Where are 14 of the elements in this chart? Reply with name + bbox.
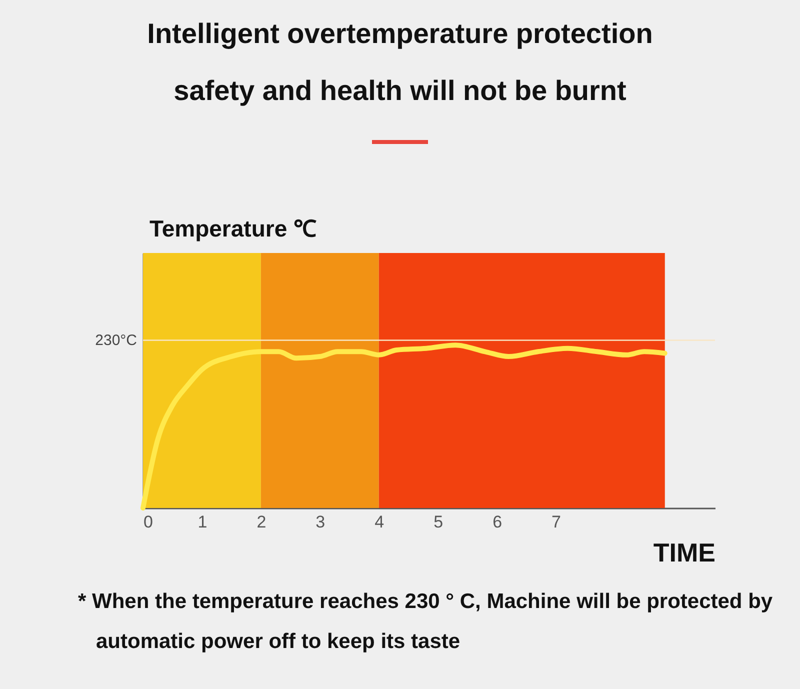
chart-title: Intelligent overtemperature protection bbox=[146, 18, 654, 50]
ref-line-label: 230°C bbox=[95, 332, 138, 350]
x-tick-label: 6 bbox=[492, 512, 502, 532]
x-tick-label: 4 bbox=[374, 512, 384, 532]
x-tick-label: 0 bbox=[144, 512, 153, 532]
x-tick-label: 3 bbox=[316, 512, 326, 532]
y-axis-title: Temperature ℃ bbox=[150, 216, 317, 242]
x-axis-title: TIME bbox=[653, 538, 716, 568]
chart-subtitle: safety and health will not be burnt bbox=[172, 75, 628, 107]
x-tick-label: 7 bbox=[552, 512, 562, 532]
x-tick-label: 2 bbox=[256, 512, 266, 532]
text: * When the temperature reaches 230 ° C, Machine will be protected by automatic power off to keep its taste bbox=[78, 589, 774, 655]
x-tick-label: 1 bbox=[198, 512, 208, 532]
x-tick-label: 5 bbox=[434, 512, 444, 532]
